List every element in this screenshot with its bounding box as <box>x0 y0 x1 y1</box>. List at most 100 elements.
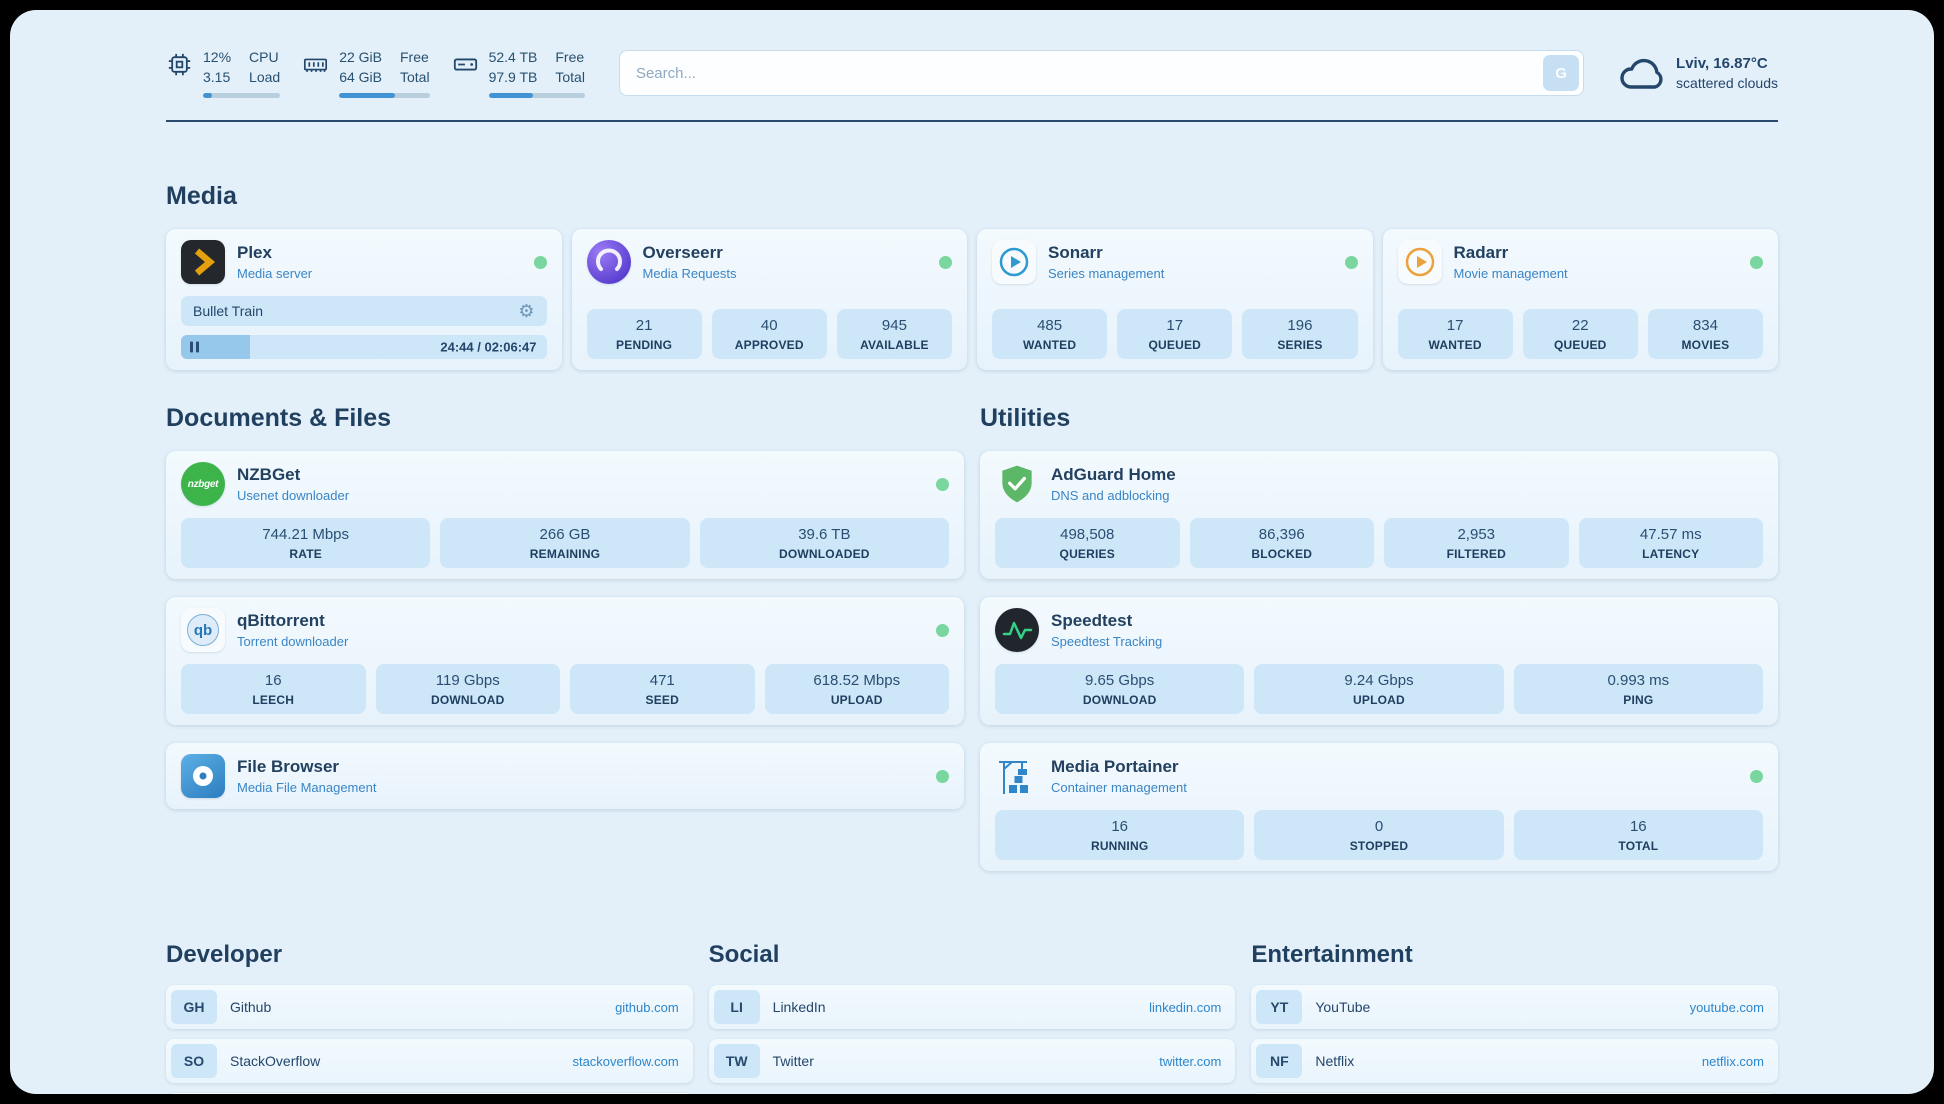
stat-download: 9.65 Gbps DOWNLOAD <box>995 664 1245 715</box>
now-playing-title: Bullet Train <box>193 303 264 320</box>
stat-ping: 0.993 ms PING <box>1513 664 1763 715</box>
bookmark-group-developer: Developer GH Github github.com SO StackO… <box>166 941 693 1094</box>
disk-free-label: Free <box>555 49 585 65</box>
search-engine-button[interactable]: G <box>1543 55 1580 92</box>
status-dot <box>936 769 949 783</box>
stat-leech: 16 LEECH <box>181 664 366 715</box>
stat-queries: 498,508 QUERIES <box>995 518 1180 569</box>
stat-label: DOWNLOADED <box>778 547 870 562</box>
app-card-portainer[interactable]: Media Portainer Container management 16 … <box>980 743 1778 872</box>
app-card-sonarr[interactable]: Sonarr Series management 485 WANTED 17 Q… <box>977 229 1373 371</box>
app-card-nzbget[interactable]: nzbget NZBGet Usenet downloader 744.21 M… <box>166 451 964 580</box>
ram-total-label: Total <box>400 69 430 86</box>
bookmark-reddit[interactable]: RE Reddit reddit.com <box>1251 1093 1778 1094</box>
disk-total-value: 97.9 TB <box>488 69 538 86</box>
bookmark-group-title: Developer <box>166 941 283 969</box>
bookmark-dev[interactable]: DT DEV dev.to <box>166 1093 693 1094</box>
stat-value: 744.21 Mbps <box>262 526 350 544</box>
section-utilities: Utilities AdGuard Home DNS and adblocki <box>980 404 1778 889</box>
stat-series: 196 SERIES <box>1242 309 1358 360</box>
nzbget-icon: nzbget <box>181 462 225 507</box>
cpu-progress-bar <box>203 93 281 99</box>
app-subtitle: DNS and adblocking <box>1051 488 1170 504</box>
cpu-label: CPU <box>249 49 279 65</box>
ram-total-value: 64 GiB <box>339 69 382 86</box>
header-divider <box>166 120 1778 123</box>
stat-label: LEECH <box>252 693 295 708</box>
bookmark-twitter[interactable]: TW Twitter twitter.com <box>708 1039 1236 1084</box>
app-card-radarr[interactable]: Radarr Movie management 17 WANTED 22 QUE… <box>1382 229 1778 371</box>
stat-value: 471 <box>649 672 675 690</box>
stat-label: REMAINING <box>529 547 601 562</box>
speedtest-icon <box>995 608 1039 653</box>
app-card-qbittorrent[interactable]: qb qBittorrent Torrent downloader 16 LEE… <box>166 597 964 726</box>
stat-label: RUNNING <box>1090 839 1149 854</box>
weather-condition: scattered clouds <box>1676 75 1778 92</box>
bookmark-group-title: Social <box>708 941 780 969</box>
bookmark-youtube[interactable]: YT YouTube youtube.com <box>1251 985 1778 1030</box>
app-subtitle: Speedtest Tracking <box>1051 634 1163 650</box>
stat-value: 0 <box>1374 818 1384 836</box>
status-dot <box>936 477 949 491</box>
stat-download: 119 Gbps DOWNLOAD <box>375 664 560 715</box>
app-subtitle: Usenet downloader <box>237 488 350 504</box>
bookmark-url: linkedin.com <box>1149 999 1222 1015</box>
stat-label: FILTERED <box>1446 547 1506 562</box>
bookmark-abbr: YT <box>1256 990 1303 1025</box>
status-dot <box>939 255 952 269</box>
stat-value: 498,508 <box>1060 526 1115 544</box>
pause-icon[interactable] <box>190 341 199 353</box>
stat-label: WANTED <box>1428 338 1482 353</box>
playback-progress-bar[interactable]: 24:44 / 02:06:47 <box>181 335 547 360</box>
stat-label: QUEUED <box>1148 338 1202 353</box>
stat-value: 39.6 TB <box>798 526 851 544</box>
qbittorrent-icon: qb <box>181 608 225 653</box>
stat-value: 21 <box>635 317 653 335</box>
bookmark-abbr: LI <box>713 990 760 1025</box>
weather-widget[interactable]: Lviv, 16.87°C scattered clouds <box>1618 49 1778 97</box>
stat-label: LATENCY <box>1642 547 1700 562</box>
stat-label: STOPPED <box>1349 839 1409 854</box>
stat-value: 2,953 <box>1457 526 1496 544</box>
bookmark-name: YouTube <box>1315 999 1371 1016</box>
stat-value: 86,396 <box>1258 526 1305 544</box>
stat-label: UPLOAD <box>1353 693 1405 708</box>
app-card-adguard[interactable]: AdGuard Home DNS and adblocking 498,508 … <box>980 451 1778 580</box>
status-dot <box>533 255 547 269</box>
search-input[interactable] <box>618 50 1585 97</box>
stat-value: 17 <box>1166 317 1184 335</box>
app-name: Plex <box>237 243 272 263</box>
bookmark-netflix[interactable]: NF Netflix netflix.com <box>1251 1039 1778 1084</box>
stat-value: 9.24 Gbps <box>1344 672 1414 690</box>
stat-wanted: 17 WANTED <box>1397 309 1513 360</box>
bookmark-linkedin[interactable]: LI LinkedIn linkedin.com <box>708 985 1236 1030</box>
stat-rate: 744.21 Mbps RATE <box>181 518 431 569</box>
bookmark-stackoverflow[interactable]: SO StackOverflow stackoverflow.com <box>166 1039 693 1084</box>
gear-icon[interactable]: ⚙ <box>518 301 535 322</box>
stat-label: DOWNLOAD <box>1082 693 1157 708</box>
stat-value: 16 <box>264 672 282 690</box>
nzbget-logo-text: nzbget <box>187 478 219 490</box>
bookmark-group-title: Entertainment <box>1251 941 1413 969</box>
stat-value: 9.65 Gbps <box>1085 672 1155 690</box>
stat-value: 47.57 ms <box>1639 526 1702 544</box>
bookmark-github[interactable]: GH Github github.com <box>166 985 693 1030</box>
stat-value: 266 GB <box>539 526 591 544</box>
app-card-filebrowser[interactable]: File Browser Media File Management <box>166 743 964 810</box>
stat-label: DOWNLOAD <box>430 693 505 708</box>
app-subtitle: Torrent downloader <box>237 634 349 650</box>
app-card-speedtest[interactable]: Speedtest Speedtest Tracking 9.65 Gbps D… <box>980 597 1778 726</box>
bookmark-url: stackoverflow.com <box>572 1053 679 1069</box>
bookmark-abbr: SO <box>171 1044 217 1079</box>
stat-label: WANTED <box>1022 338 1077 353</box>
bookmark-group-social: Social LI LinkedIn linkedin.com TW Twitt… <box>708 941 1236 1093</box>
playback-time: 24:44 / 02:06:47 <box>440 339 537 355</box>
plex-player: 24:44 / 02:06:47 <box>181 335 547 360</box>
stat-label: AVAILABLE <box>860 338 929 353</box>
stat-seed: 471 SEED <box>570 664 755 715</box>
stat-value: 945 <box>881 317 907 335</box>
app-card-overseerr[interactable]: Overseerr Media Requests 21 PENDING 40 A… <box>571 229 967 371</box>
app-card-plex[interactable]: Plex Media server Bullet Train ⚙ 24 <box>166 229 562 371</box>
stat-remaining: 266 GB REMAINING <box>440 518 690 569</box>
stat-label: SEED <box>645 693 679 708</box>
